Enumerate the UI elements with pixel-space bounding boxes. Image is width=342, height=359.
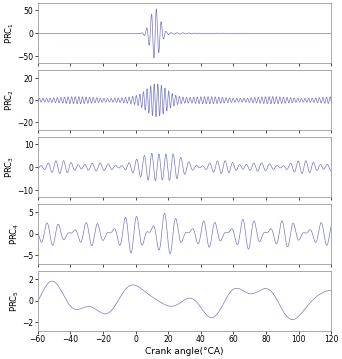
Y-axis label: PRC$_5$: PRC$_5$ <box>9 290 21 312</box>
X-axis label: Crank angle(°CA): Crank angle(°CA) <box>145 346 224 355</box>
Y-axis label: PRC$_4$: PRC$_4$ <box>8 223 21 245</box>
Y-axis label: PRC$_3$: PRC$_3$ <box>4 156 16 178</box>
Y-axis label: PRC$_2$: PRC$_2$ <box>4 89 16 111</box>
Y-axis label: PRC$_1$: PRC$_1$ <box>3 23 16 45</box>
